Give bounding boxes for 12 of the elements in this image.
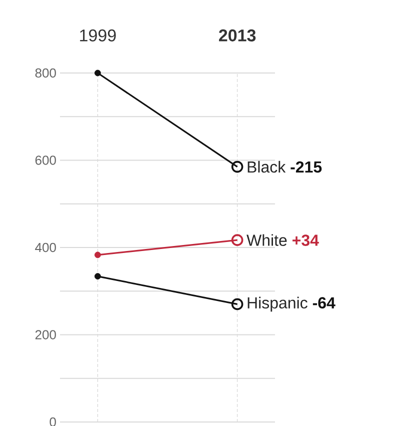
series-label: Black: [248, 160, 286, 173]
x-tick-label: 2013: [218, 29, 256, 42]
series-label: White: [246, 234, 287, 246]
x-tick-label: 1999: [80, 29, 116, 42]
y-tick-label: 200: [35, 330, 56, 340]
y-tick-label: 400: [35, 242, 56, 252]
text: -64: [312, 297, 336, 309]
series-label: Hispanic: [248, 296, 308, 312]
y-tick-label: 600: [35, 156, 56, 165]
y-tick-label: 800: [35, 68, 56, 78]
text: -215: [290, 161, 322, 173]
text: +34: [292, 234, 319, 246]
